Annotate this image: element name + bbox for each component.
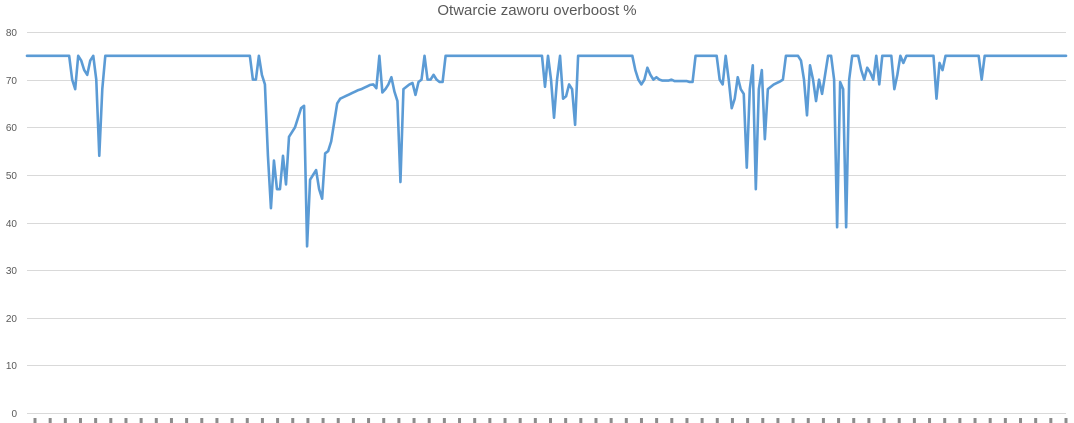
x-tick-mark bbox=[912, 418, 916, 423]
y-tick-label: 40 bbox=[6, 219, 18, 230]
x-tick-mark bbox=[230, 418, 234, 423]
x-tick-mark bbox=[958, 418, 962, 423]
x-tick-mark bbox=[48, 418, 52, 423]
x-tick-mark bbox=[245, 418, 249, 423]
y-tick-label: 0 bbox=[11, 409, 17, 420]
x-tick-mark bbox=[700, 418, 704, 423]
x-tick-mark bbox=[655, 418, 659, 423]
x-tick-mark bbox=[1034, 418, 1038, 423]
x-tick-mark bbox=[897, 418, 901, 423]
x-tick-mark bbox=[109, 418, 113, 423]
x-tick-mark bbox=[670, 418, 674, 423]
y-axis-ticks: 0 10 20 30 40 50 60 70 80 bbox=[6, 28, 18, 420]
x-axis-ticks bbox=[33, 418, 1068, 423]
x-tick-mark bbox=[154, 418, 158, 423]
series-layer bbox=[25, 54, 1068, 248]
x-tick-mark bbox=[63, 418, 67, 423]
x-tick-mark bbox=[94, 418, 98, 423]
x-tick-mark bbox=[351, 418, 355, 423]
x-tick-mark bbox=[442, 418, 446, 423]
x-tick-mark bbox=[533, 418, 537, 423]
x-tick-mark bbox=[1049, 418, 1053, 423]
y-tick-label: 20 bbox=[6, 314, 18, 325]
x-tick-mark bbox=[412, 418, 416, 423]
chart-title: Otwarcie zaworu overboost % bbox=[437, 2, 637, 19]
x-tick-mark bbox=[336, 418, 340, 423]
x-tick-mark bbox=[715, 418, 719, 423]
x-tick-mark bbox=[215, 418, 219, 423]
x-tick-mark bbox=[367, 418, 371, 423]
x-tick-mark bbox=[33, 418, 37, 423]
x-tick-mark bbox=[185, 418, 189, 423]
x-tick-mark bbox=[639, 418, 643, 423]
x-tick-mark bbox=[852, 418, 856, 423]
y-tick-label: 60 bbox=[6, 123, 18, 134]
gridlines bbox=[27, 32, 1066, 414]
x-tick-mark bbox=[503, 418, 507, 423]
x-tick-mark bbox=[609, 418, 613, 423]
x-tick-mark bbox=[882, 418, 886, 423]
x-tick-mark bbox=[276, 418, 280, 423]
x-tick-mark bbox=[837, 418, 841, 423]
x-tick-mark bbox=[791, 418, 795, 423]
x-tick-mark bbox=[988, 418, 992, 423]
x-tick-mark bbox=[124, 418, 128, 423]
x-tick-mark bbox=[1064, 418, 1068, 423]
x-tick-mark bbox=[260, 418, 264, 423]
y-tick-label: 80 bbox=[6, 28, 18, 39]
y-tick-label: 50 bbox=[6, 171, 18, 182]
x-tick-mark bbox=[730, 418, 734, 423]
x-tick-mark bbox=[564, 418, 568, 423]
y-tick-label: 70 bbox=[6, 76, 18, 87]
x-tick-mark bbox=[397, 418, 401, 423]
y-tick-label: 30 bbox=[6, 266, 18, 277]
x-tick-mark bbox=[518, 418, 522, 423]
x-tick-mark bbox=[928, 418, 932, 423]
x-tick-mark bbox=[806, 418, 810, 423]
x-tick-mark bbox=[867, 418, 871, 423]
x-tick-mark bbox=[685, 418, 689, 423]
x-tick-mark bbox=[169, 418, 173, 423]
x-tick-mark bbox=[200, 418, 204, 423]
x-tick-mark bbox=[746, 418, 750, 423]
x-tick-mark bbox=[473, 418, 477, 423]
x-tick-mark bbox=[291, 418, 295, 423]
y-tick-label: 10 bbox=[6, 361, 18, 372]
x-tick-mark bbox=[761, 418, 765, 423]
x-tick-mark bbox=[549, 418, 552, 423]
x-tick-mark bbox=[458, 418, 462, 423]
x-tick-mark bbox=[139, 418, 143, 423]
x-tick-mark bbox=[624, 418, 628, 423]
x-tick-mark bbox=[943, 418, 947, 423]
x-tick-mark bbox=[321, 418, 325, 423]
x-tick-mark bbox=[382, 418, 386, 423]
x-tick-mark bbox=[594, 418, 598, 423]
x-tick-mark bbox=[821, 418, 825, 423]
x-tick-mark bbox=[488, 418, 492, 423]
x-tick-mark bbox=[973, 418, 977, 423]
x-tick-mark bbox=[78, 418, 82, 423]
x-tick-mark bbox=[1003, 418, 1007, 423]
x-tick-mark bbox=[1019, 418, 1023, 423]
x-tick-mark bbox=[579, 418, 583, 423]
x-tick-mark bbox=[776, 418, 780, 423]
series-line-1 bbox=[25, 54, 1068, 248]
x-tick-mark bbox=[427, 418, 431, 423]
x-tick-mark bbox=[306, 418, 310, 423]
